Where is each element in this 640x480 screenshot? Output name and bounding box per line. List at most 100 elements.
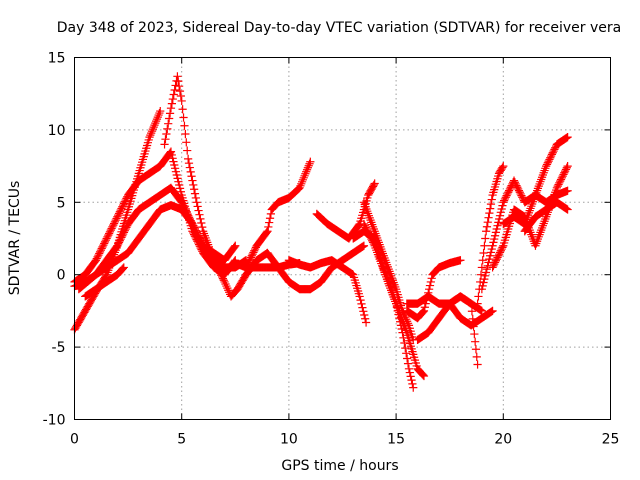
data-point xyxy=(554,180,563,189)
data-point xyxy=(556,177,565,186)
data-point xyxy=(119,200,128,210)
data-point xyxy=(192,198,201,207)
data-point xyxy=(188,219,197,229)
data-point xyxy=(426,277,435,287)
data-point xyxy=(421,299,430,308)
data-point xyxy=(542,160,552,169)
data-point xyxy=(194,206,203,215)
data-point xyxy=(265,218,274,227)
data-point xyxy=(117,204,126,213)
data-point xyxy=(563,205,572,214)
data-point xyxy=(490,260,499,269)
data-point xyxy=(492,255,501,264)
data-point xyxy=(456,256,465,265)
data-point xyxy=(369,180,378,190)
x-tick-label: 20 xyxy=(494,432,512,448)
data-point xyxy=(563,186,572,195)
data-point xyxy=(175,184,185,193)
data-point xyxy=(394,310,403,319)
axis-ticks: 0 5 10 15 20 25 -10 -5 0 5 10 15 xyxy=(43,51,620,448)
data-point xyxy=(544,156,553,166)
data-point xyxy=(479,248,488,258)
data-point xyxy=(473,299,482,308)
data-point xyxy=(189,221,198,230)
data-point xyxy=(400,338,409,348)
x-tick-label: 5 xyxy=(177,432,186,448)
data-point xyxy=(193,202,202,211)
x-tick-label: 25 xyxy=(602,432,620,448)
data-point xyxy=(173,72,182,81)
data-point xyxy=(306,157,315,166)
data-point xyxy=(547,151,556,161)
data-point xyxy=(419,307,428,316)
data-point xyxy=(486,200,496,209)
data-point xyxy=(490,258,500,267)
data-point xyxy=(488,241,497,250)
data-point xyxy=(118,264,127,273)
data-point xyxy=(511,179,520,189)
data-point xyxy=(118,202,127,211)
data-point xyxy=(171,164,180,173)
data-point xyxy=(494,251,503,260)
data-point xyxy=(100,237,110,246)
data-point xyxy=(161,135,170,144)
data-point xyxy=(402,349,411,358)
data-point xyxy=(401,344,410,353)
data-point xyxy=(495,248,505,257)
data-point xyxy=(552,183,561,192)
data-point xyxy=(358,303,367,312)
data-point xyxy=(362,224,371,234)
data-point xyxy=(174,77,183,86)
data-point xyxy=(498,243,507,252)
data-point xyxy=(120,197,129,206)
data-point xyxy=(419,306,429,315)
data-point xyxy=(114,209,124,218)
series-arc-19 xyxy=(473,162,508,308)
series-arc-11 xyxy=(312,179,379,243)
data-point xyxy=(478,281,487,290)
data-point xyxy=(419,371,429,381)
data-point xyxy=(95,247,105,256)
data-point xyxy=(550,145,559,154)
data-point xyxy=(470,329,479,339)
data-point xyxy=(98,242,107,251)
data-point xyxy=(171,81,180,90)
data-point xyxy=(249,248,258,257)
data-point xyxy=(517,191,526,200)
data-point xyxy=(497,204,506,214)
data-point xyxy=(399,333,408,342)
data-point xyxy=(169,157,178,166)
y-tick-label: -5 xyxy=(52,340,66,356)
data-point xyxy=(355,292,364,301)
data-point xyxy=(108,222,117,231)
data-point xyxy=(118,231,127,240)
data-markers xyxy=(70,72,572,392)
y-tick-label: -10 xyxy=(43,413,66,429)
data-point xyxy=(485,255,494,264)
data-point xyxy=(361,318,371,327)
data-point xyxy=(359,241,369,250)
data-point xyxy=(190,224,199,234)
data-point xyxy=(558,172,567,181)
data-point xyxy=(480,275,489,284)
data-point xyxy=(409,383,418,392)
data-point xyxy=(113,241,122,250)
data-point xyxy=(542,162,551,171)
data-point xyxy=(101,271,110,281)
data-point xyxy=(366,233,375,242)
data-point xyxy=(563,162,572,171)
data-point xyxy=(93,252,102,261)
data-point xyxy=(95,249,104,258)
data-point xyxy=(116,234,125,244)
data-point xyxy=(503,189,512,199)
data-point xyxy=(363,226,372,235)
data-point xyxy=(361,223,370,232)
data-point xyxy=(543,158,552,167)
data-point xyxy=(263,227,272,236)
data-point xyxy=(512,181,521,190)
data-point xyxy=(369,239,378,249)
data-point xyxy=(246,253,256,262)
data-point xyxy=(197,218,206,228)
data-point xyxy=(266,209,275,218)
y-tick-label: 5 xyxy=(57,195,66,211)
